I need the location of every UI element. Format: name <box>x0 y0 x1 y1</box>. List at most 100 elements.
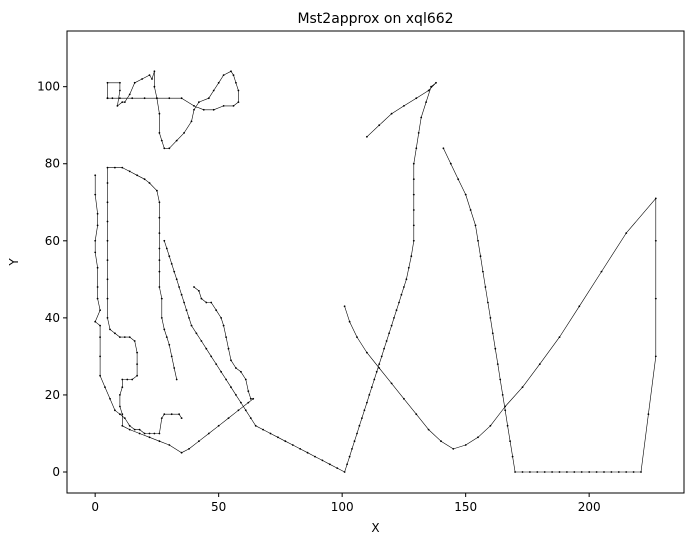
city-point <box>141 78 144 80</box>
city-point <box>442 147 445 150</box>
city-point <box>314 455 316 458</box>
city-point <box>163 147 166 150</box>
city-point <box>373 378 376 381</box>
city-point <box>412 193 415 196</box>
city-point <box>200 340 203 342</box>
city-point <box>136 374 139 377</box>
city-point <box>506 424 509 427</box>
city-point <box>356 336 358 338</box>
city-point <box>366 401 368 404</box>
city-point <box>121 386 124 389</box>
city-point <box>232 74 235 76</box>
city-point <box>168 255 171 258</box>
city-point <box>368 394 371 396</box>
city-point <box>222 324 225 327</box>
city-point <box>183 132 186 134</box>
city-point <box>405 278 408 281</box>
city-point <box>160 139 163 142</box>
city-point <box>640 471 642 473</box>
city-point <box>400 293 403 296</box>
city-point <box>207 432 210 435</box>
city-point <box>106 239 109 242</box>
city-point <box>415 147 418 150</box>
city-point <box>588 471 591 473</box>
plot-background <box>67 31 684 493</box>
city-point <box>170 355 173 358</box>
city-point <box>121 378 124 381</box>
city-point <box>180 451 183 454</box>
city-point <box>96 224 99 227</box>
city-point <box>262 428 264 431</box>
city-point <box>284 440 287 443</box>
city-point <box>412 162 415 165</box>
city-point <box>136 363 139 365</box>
city-point <box>178 413 181 416</box>
city-point <box>353 440 356 443</box>
city-point <box>193 108 195 111</box>
tour-layer <box>94 71 657 473</box>
city-point <box>521 386 524 389</box>
city-point <box>99 355 101 358</box>
city-point <box>198 290 200 292</box>
city-point <box>106 317 109 319</box>
city-point <box>114 332 116 335</box>
city-point <box>128 336 131 338</box>
city-point <box>123 336 126 338</box>
city-point <box>412 239 415 242</box>
city-point <box>217 81 220 84</box>
city-point <box>430 85 432 88</box>
city-point <box>390 324 393 327</box>
city-point <box>227 347 230 350</box>
city-point <box>168 97 171 100</box>
city-point <box>160 417 163 419</box>
city-point <box>163 413 166 416</box>
city-point <box>133 428 136 431</box>
city-point <box>180 293 183 296</box>
city-point <box>106 297 109 300</box>
city-point <box>484 286 487 288</box>
city-point <box>106 220 109 223</box>
city-point <box>136 351 139 354</box>
city-point <box>573 471 576 473</box>
city-point <box>388 332 390 335</box>
city-point <box>477 436 479 439</box>
y-tick-label: 60 <box>45 234 60 248</box>
city-point <box>230 359 232 362</box>
city-point <box>119 81 121 84</box>
city-point <box>220 370 223 373</box>
city-point <box>96 297 99 300</box>
city-point <box>343 471 346 473</box>
city-point <box>306 451 309 454</box>
city-point <box>215 363 218 365</box>
city-point <box>654 239 657 242</box>
city-point <box>603 471 605 473</box>
city-point <box>148 182 151 184</box>
city-point <box>151 78 153 80</box>
city-point <box>358 424 361 427</box>
city-point <box>190 324 193 327</box>
city-point <box>156 189 158 192</box>
city-point <box>143 178 146 181</box>
y-tick-label: 40 <box>45 311 60 325</box>
city-point <box>94 251 97 254</box>
city-point <box>200 297 203 300</box>
city-point <box>188 448 190 450</box>
y-axis-label: Y <box>7 258 21 267</box>
city-point <box>291 444 294 446</box>
city-point <box>212 108 215 111</box>
city-point <box>99 309 101 312</box>
city-point <box>111 97 114 100</box>
city-point <box>175 278 178 281</box>
city-point <box>435 81 437 84</box>
city-point <box>133 81 136 84</box>
city-point <box>94 320 97 323</box>
city-point <box>119 89 121 92</box>
tour-path-east-columns <box>164 82 437 473</box>
city-point <box>479 255 482 258</box>
city-point <box>536 471 539 473</box>
city-point <box>412 178 415 181</box>
city-point <box>390 382 393 385</box>
city-point <box>647 413 650 416</box>
city-point <box>254 424 257 427</box>
city-point <box>195 332 198 335</box>
